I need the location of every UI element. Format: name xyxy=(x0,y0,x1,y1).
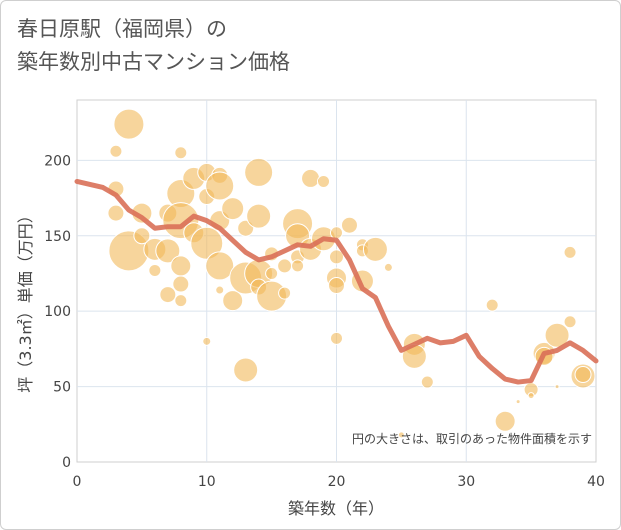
bubbles xyxy=(107,108,596,439)
bubble-point xyxy=(563,245,577,259)
bubble-point xyxy=(301,168,321,188)
y-tick-label: 50 xyxy=(53,380,71,396)
bubble-point xyxy=(215,285,225,295)
bubble-point xyxy=(133,227,151,245)
bubble-point xyxy=(328,277,345,295)
chart-title: 春日原駅（福岡県）の 築年数別中古マンション価格 xyxy=(17,13,290,79)
bubble-point xyxy=(246,203,272,229)
bubble-point xyxy=(420,375,434,389)
y-tick-label: 150 xyxy=(44,229,71,245)
bubble-point xyxy=(317,174,331,188)
bubble-point xyxy=(527,392,535,400)
bubble-point xyxy=(515,399,521,405)
bubble-point xyxy=(222,290,244,312)
bubble-point xyxy=(563,315,577,329)
bubble-point xyxy=(340,216,358,234)
bubble-point xyxy=(277,258,293,274)
bubble-point xyxy=(494,410,516,432)
bubble-point xyxy=(109,144,123,158)
bubble-point xyxy=(155,238,181,264)
y-tick-label: 200 xyxy=(44,153,71,169)
x-tick-label: 30 xyxy=(457,474,475,490)
bubble-point xyxy=(383,262,393,272)
bubble-point xyxy=(190,226,224,260)
bubble-point xyxy=(233,357,259,383)
size-note: 円の大きさは、取引のあった物件面積を示す xyxy=(352,431,592,446)
x-tick-label: 40 xyxy=(587,474,605,490)
bubble-point xyxy=(202,336,212,346)
x-tick-label: 10 xyxy=(198,474,216,490)
bubble-point xyxy=(362,236,388,262)
title-line-1: 春日原駅（福岡県）の xyxy=(17,17,227,41)
bubble-point xyxy=(574,366,592,384)
title-line-2: 築年数別中古マンション価格 xyxy=(17,50,290,74)
bubble-point xyxy=(205,251,235,281)
x-tick-label: 20 xyxy=(328,474,346,490)
bubble-point xyxy=(544,322,570,348)
bubble-point xyxy=(244,157,274,187)
bubble-point xyxy=(170,255,192,277)
x-axis-title: 築年数（年） xyxy=(288,499,384,518)
x-tick-label: 0 xyxy=(73,474,82,490)
bubble-point xyxy=(205,171,235,201)
bubble-point xyxy=(485,298,499,312)
bubble-point xyxy=(172,275,190,293)
bubble-point xyxy=(330,226,343,240)
bubble-point xyxy=(329,249,344,265)
bubble-point xyxy=(397,431,405,439)
tick-labels: 0 10 20 30 40 0 50 100 150 200 xyxy=(44,153,605,490)
bubble-point xyxy=(265,266,279,280)
bubble-point xyxy=(148,263,162,277)
y-axis-title: 坪（3.3㎡）単価（万円） xyxy=(16,207,35,392)
bubble-point xyxy=(330,331,343,345)
bubble-point xyxy=(174,294,188,308)
trend-line xyxy=(74,178,599,385)
bubble-point xyxy=(554,384,560,390)
bubble-point xyxy=(159,286,177,304)
bubble-point xyxy=(113,108,145,140)
bubble-point xyxy=(291,259,305,273)
bubble-point xyxy=(174,146,188,160)
bubble-point xyxy=(221,197,245,221)
y-tick-label: 0 xyxy=(62,455,71,471)
bubble-point xyxy=(107,204,125,222)
y-tick-label: 100 xyxy=(44,304,71,320)
bubble-point xyxy=(278,286,292,300)
